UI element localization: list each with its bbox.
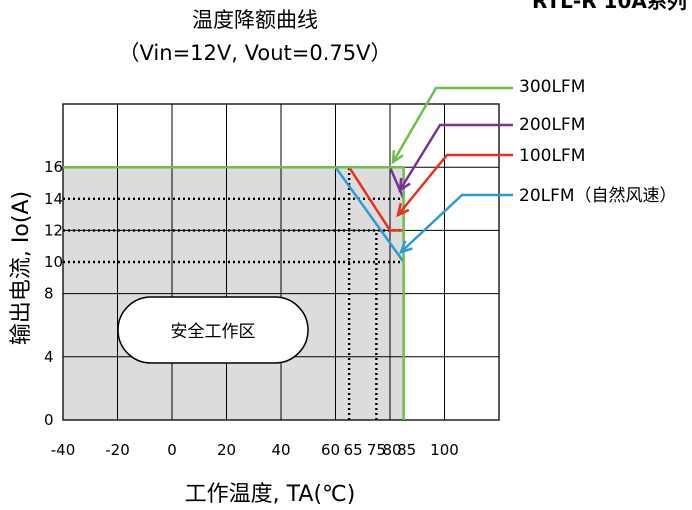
legend-arrowhead (398, 177, 411, 193)
chart-title: 温度降额曲线 (192, 8, 318, 32)
x-tick-label: 75 (367, 441, 386, 459)
legend-entry: 100LFM (396, 146, 585, 218)
x-tick-label: -20 (105, 441, 130, 459)
y-tick-labels: 0 4 8 10 12 14 16 (44, 158, 63, 429)
y-axis-label: 输出电流, Io(A) (9, 191, 34, 345)
x-tick-label: -40 (51, 441, 76, 459)
x-tick-label: 85 (397, 441, 416, 459)
legend-arrowhead (391, 149, 404, 165)
x-tick-label: 100 (430, 441, 459, 459)
legend-entry: 200LFM (398, 115, 585, 193)
legend-entry: 20LFM（自然风速） (398, 186, 677, 254)
legend-leader-line (400, 193, 513, 253)
series-line (334, 166, 405, 263)
x-tick-label: 60 (321, 441, 340, 459)
series-line (63, 165, 405, 420)
series-lines (63, 165, 405, 420)
legend-leader-line (397, 153, 513, 216)
legend-label: 300LFM (519, 77, 585, 97)
x-axis-label: 工作温度, TA(℃) (185, 482, 356, 507)
y-tick-label: 12 (44, 221, 63, 239)
legend: 300LFM 200LFM 100LFM 20LFM（自然风速） (391, 77, 677, 254)
y-tick-label: 16 (44, 158, 63, 176)
x-tick-label: 65 (344, 441, 363, 459)
safe-area-label: 安全工作区 (171, 322, 256, 342)
x-tick-label: 0 (167, 441, 177, 459)
x-tick-label: 40 (271, 441, 290, 459)
safe-area-badge-shape (117, 296, 309, 364)
legend-leader-line (398, 123, 513, 191)
y-tick-label: 0 (44, 411, 54, 429)
page-header-fragment: RTL-R 10A系列 (532, 0, 687, 13)
legend-entry: 300LFM (391, 77, 585, 165)
x-tick-label: 20 (217, 441, 236, 459)
legend-leader-line (391, 86, 513, 163)
legend-label: 100LFM (519, 146, 585, 166)
y-tick-label: 4 (44, 348, 54, 366)
series-line (388, 166, 405, 200)
legend-label: 200LFM (519, 115, 585, 135)
y-tick-label: 8 (44, 285, 54, 303)
legend-arrowhead (398, 240, 413, 254)
reference-lines (63, 167, 404, 420)
legend-arrowhead (396, 203, 410, 218)
chart-subtitle: （Vin=12V, Vout=0.75V） (119, 41, 392, 65)
series-line (348, 166, 404, 232)
x-tick-label: 80 (382, 441, 401, 459)
y-tick-label: 14 (44, 190, 63, 208)
safe-area-badge: 安全工作区 (117, 296, 309, 364)
y-tick-label: 10 (44, 253, 63, 271)
legend-label: 20LFM（自然风速） (519, 186, 677, 206)
